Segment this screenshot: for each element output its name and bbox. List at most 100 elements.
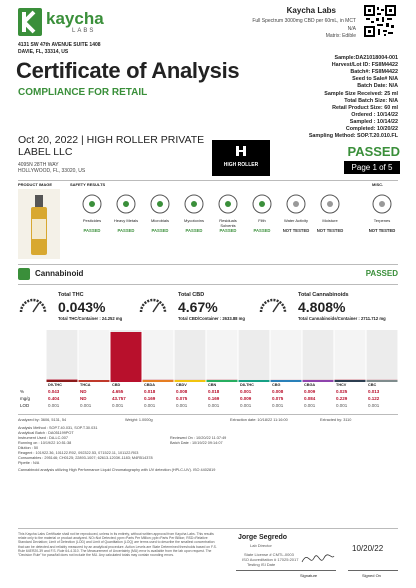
page-number: Page 1 of 5: [344, 161, 400, 174]
column-header: CBD: [112, 383, 121, 387]
title: Certificate of Analysis: [16, 58, 240, 83]
product-name: Full Spectrum 3000mg CBD per 60mL, in MC…: [252, 18, 356, 24]
color-strip: [142, 380, 174, 382]
table-cell: 43.757: [112, 396, 126, 401]
analysis-line: Weight: 1.0000g: [125, 418, 153, 422]
safety-status: PASSED: [253, 228, 271, 233]
column-header: D8-THC: [240, 383, 254, 387]
sample-line: Harvest/Lot ID: FSIIM4422: [331, 62, 398, 69]
table-cell: 0.001: [208, 403, 220, 408]
signature-label: Signature: [300, 573, 318, 578]
logo-sub: LABS: [72, 28, 96, 34]
analysis-line: Cannabinoid analysis utilizing High Perf…: [18, 468, 216, 472]
client-logo-text: HIGH ROLLER: [223, 162, 259, 168]
column-header: CBDA: [144, 383, 155, 387]
color-strip: [238, 380, 270, 382]
color-strip: [78, 380, 110, 382]
client-heading: Oct 20, 2022 | HIGH ROLLER PRIVATE LABEL…: [18, 134, 205, 158]
safety-icon: [372, 194, 392, 214]
cannabinoid-chart: [46, 330, 398, 382]
client-address: HOLLYWOOD, FL, 33020, US: [18, 168, 86, 174]
analysis-line: Instrument Used : DA-LC-007: [18, 436, 69, 440]
disclaimer: This Kaycha Labs Certificate shall not b…: [18, 532, 217, 558]
color-strip: [366, 380, 398, 382]
logo-icon: [236, 146, 246, 156]
color-strip: [270, 380, 302, 382]
column-bg: [78, 330, 110, 380]
bottle: [31, 195, 47, 255]
signer-title: Lab Director: [250, 543, 272, 548]
row-label: %: [20, 389, 25, 394]
table-cell: 0.008: [272, 389, 284, 394]
sample-line: Completed: 10/20/22: [345, 126, 398, 132]
column-header: CBDV: [176, 383, 187, 387]
column-bg: [366, 330, 398, 380]
table-cell: 0.001: [304, 403, 316, 408]
column-bg: [174, 330, 206, 380]
column-header: THCA: [80, 383, 91, 387]
section-label: MISC.: [372, 182, 384, 187]
table-cell: 0.001: [272, 403, 284, 408]
total-value: 4.67%: [178, 299, 218, 315]
sample-line: Sampling Method: SOP.T.20.010.FL: [308, 133, 398, 140]
column-header: D9-THC: [48, 383, 62, 387]
logo-name: kaycha: [46, 9, 104, 28]
total-container: Total THC/Container : 24.252 mg: [58, 316, 123, 321]
table-cell: 0.001: [336, 403, 348, 408]
column-header: CBGA: [304, 383, 316, 387]
safety-label: Water Activity: [283, 218, 309, 223]
signature-mark: [301, 554, 335, 563]
lab-address: 4131 SW 47th AVENUE SUITE 1408: [18, 42, 101, 48]
column-bg: [238, 330, 270, 380]
safety-label: Heavy Metals: [113, 218, 139, 223]
total-container: Total Cannabinoids/Container : 2711.712 …: [298, 316, 386, 321]
safety-label: Filth: [258, 218, 266, 223]
misc-label: Terpenes: [373, 218, 391, 223]
safety-icon: [286, 194, 306, 214]
sample-line: Retail Product Size: 60 ml: [332, 104, 398, 111]
gauge-icon: [139, 298, 167, 313]
total-label: Total Cannabinoids: [298, 292, 349, 298]
qr-code: [364, 5, 396, 37]
sign-date: 10/20/22: [352, 544, 384, 553]
color-strip: [174, 380, 206, 382]
safety-label: Residuals Solvents: [219, 218, 237, 228]
column-bg: [142, 330, 174, 380]
sample-line: Sample Size Received: 25 ml: [324, 90, 398, 97]
table-cell: ND: [80, 396, 87, 401]
product-image: [18, 189, 60, 259]
misc-status: NOT TESTED: [368, 228, 396, 233]
analysis-line: Extracted by: 3110: [320, 418, 352, 422]
column-bg: [270, 330, 302, 380]
table-cell: 0.229: [336, 396, 348, 401]
safety-status: PASSED: [117, 228, 135, 233]
analysis-line: Analytical Batch : DA051199POT: [18, 431, 74, 435]
analysis-line: Reviewed On : 10/20/22 11:37:49: [170, 436, 227, 440]
table-cell: 0.043: [48, 389, 60, 394]
strain: N/A: [347, 26, 356, 32]
cannabinoid-bar: [110, 332, 142, 380]
table-cell: 0.001: [240, 389, 252, 394]
sample-line: Seed to Sale# N/A: [352, 76, 398, 83]
table-cell: 0.009: [240, 396, 252, 401]
cannabinoid-icon: [18, 268, 30, 280]
client-address: 4095N 28TH WAY: [18, 162, 59, 168]
safety-status: NOT TESTED: [282, 228, 310, 233]
analysis-line: Consumables : 295146; CH0125; 22893-1007…: [18, 456, 153, 460]
license: ISO Accreditation # 17025:2017: [242, 557, 299, 562]
logo-k: [22, 10, 36, 34]
safety-icon: [252, 194, 272, 214]
safety-label: Mycotoxins: [183, 218, 204, 223]
safety-icon: [320, 194, 340, 214]
table-cell: 0.001: [176, 403, 188, 408]
safety-status: PASSED: [185, 228, 203, 233]
column-bg: [46, 330, 78, 380]
analysis-line: Batch Date : 10/19/22 09:14:07: [170, 441, 223, 445]
row-label: mg/g: [20, 396, 31, 401]
sample-line: Batch Date: N/A: [357, 83, 398, 90]
analysis-line: Pipette : N/A: [18, 461, 40, 465]
section-label: SAFETY RESULTS: [70, 182, 106, 187]
table-cell: 0.001: [80, 403, 92, 408]
color-strip: [302, 380, 334, 382]
